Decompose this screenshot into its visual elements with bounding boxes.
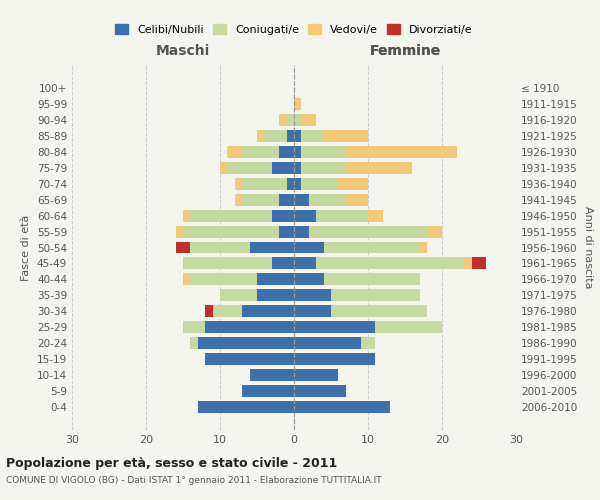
- Bar: [294, 290, 331, 302]
- Bar: [323, 274, 420, 285]
- Bar: [294, 370, 338, 382]
- Bar: [427, 226, 442, 237]
- Bar: [323, 242, 420, 254]
- Bar: [294, 226, 309, 237]
- Bar: [301, 162, 346, 173]
- Bar: [205, 354, 294, 366]
- Bar: [301, 114, 316, 126]
- Bar: [472, 258, 487, 270]
- Y-axis label: Fasce di età: Fasce di età: [22, 214, 31, 280]
- Bar: [198, 338, 294, 349]
- Bar: [183, 258, 272, 270]
- Bar: [464, 258, 472, 270]
- Bar: [242, 178, 287, 190]
- Bar: [323, 130, 368, 141]
- Bar: [294, 386, 346, 398]
- Bar: [279, 226, 294, 237]
- Bar: [316, 258, 464, 270]
- Bar: [309, 226, 427, 237]
- Bar: [265, 130, 287, 141]
- Bar: [235, 194, 242, 205]
- Bar: [294, 274, 323, 285]
- Bar: [235, 178, 242, 190]
- Bar: [176, 242, 190, 254]
- Bar: [346, 146, 457, 158]
- Bar: [183, 210, 190, 222]
- Bar: [294, 322, 376, 334]
- Bar: [279, 114, 287, 126]
- Bar: [294, 242, 323, 254]
- Bar: [190, 242, 250, 254]
- Bar: [220, 162, 227, 173]
- Text: COMUNE DI VIGOLO (BG) - Dati ISTAT 1° gennaio 2011 - Elaborazione TUTTITALIA.IT: COMUNE DI VIGOLO (BG) - Dati ISTAT 1° ge…: [6, 476, 382, 485]
- Bar: [250, 242, 294, 254]
- Bar: [272, 258, 294, 270]
- Bar: [272, 162, 294, 173]
- Bar: [212, 306, 242, 318]
- Bar: [279, 146, 294, 158]
- Bar: [294, 194, 309, 205]
- Bar: [287, 130, 294, 141]
- Bar: [331, 290, 420, 302]
- Bar: [190, 274, 257, 285]
- Bar: [287, 114, 294, 126]
- Bar: [338, 178, 368, 190]
- Bar: [301, 146, 346, 158]
- Bar: [242, 306, 294, 318]
- Legend: Celibi/Nubili, Coniugati/e, Vedovi/e, Divorziati/e: Celibi/Nubili, Coniugati/e, Vedovi/e, Di…: [111, 20, 477, 39]
- Bar: [227, 146, 242, 158]
- Text: Popolazione per età, sesso e stato civile - 2011: Popolazione per età, sesso e stato civil…: [6, 458, 337, 470]
- Bar: [309, 194, 346, 205]
- Bar: [294, 306, 331, 318]
- Bar: [242, 194, 279, 205]
- Bar: [183, 322, 205, 334]
- Bar: [242, 386, 294, 398]
- Bar: [376, 322, 442, 334]
- Bar: [183, 274, 190, 285]
- Bar: [257, 290, 294, 302]
- Bar: [294, 162, 301, 173]
- Text: Maschi: Maschi: [156, 44, 210, 58]
- Bar: [190, 338, 198, 349]
- Bar: [198, 402, 294, 413]
- Bar: [294, 114, 301, 126]
- Y-axis label: Anni di nascita: Anni di nascita: [583, 206, 593, 289]
- Bar: [346, 194, 368, 205]
- Bar: [176, 226, 183, 237]
- Bar: [361, 338, 376, 349]
- Bar: [294, 402, 390, 413]
- Bar: [294, 258, 316, 270]
- Bar: [368, 210, 383, 222]
- Bar: [257, 130, 265, 141]
- Bar: [257, 274, 294, 285]
- Bar: [205, 306, 212, 318]
- Text: Femmine: Femmine: [370, 44, 440, 58]
- Bar: [183, 226, 279, 237]
- Bar: [294, 210, 316, 222]
- Bar: [279, 194, 294, 205]
- Bar: [294, 338, 361, 349]
- Bar: [316, 210, 368, 222]
- Bar: [294, 354, 376, 366]
- Bar: [301, 130, 323, 141]
- Bar: [331, 306, 427, 318]
- Bar: [287, 178, 294, 190]
- Bar: [294, 178, 301, 190]
- Bar: [346, 162, 412, 173]
- Bar: [242, 146, 279, 158]
- Bar: [294, 130, 301, 141]
- Bar: [250, 370, 294, 382]
- Text: Femmine: Femmine: [370, 44, 440, 58]
- Bar: [294, 98, 301, 110]
- Bar: [420, 242, 427, 254]
- Bar: [205, 322, 294, 334]
- Bar: [220, 290, 257, 302]
- Bar: [227, 162, 272, 173]
- Bar: [190, 210, 272, 222]
- Bar: [294, 146, 301, 158]
- Bar: [301, 178, 338, 190]
- Bar: [272, 210, 294, 222]
